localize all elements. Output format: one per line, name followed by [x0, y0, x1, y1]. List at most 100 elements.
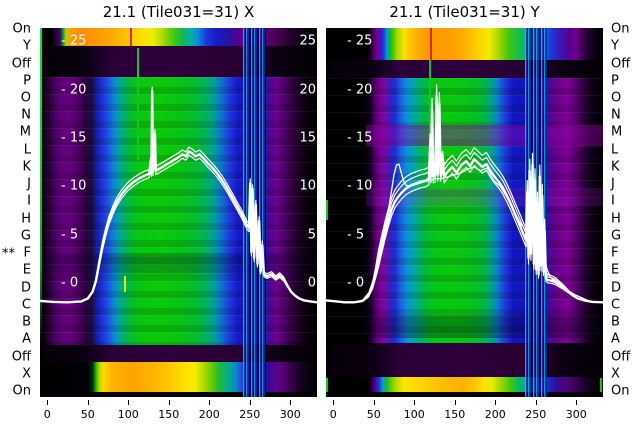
- x-tick-mark: [209, 400, 211, 405]
- y-tick-label-left: - 15: [347, 130, 373, 146]
- y-tick-label-right: 0: [307, 275, 316, 291]
- heatmap-main-region: [326, 78, 603, 343]
- row-label-left-2-off: Off: [11, 56, 31, 71]
- row-label-right-17-b: B: [611, 314, 620, 330]
- row-label-left-1-y: Y: [23, 38, 31, 54]
- green-edge-dash: [326, 378, 328, 392]
- row-label-left-8-k: K: [22, 159, 31, 175]
- y-tick-label-right: 10: [299, 178, 316, 194]
- beam-profile-x-echo-0: [40, 86, 317, 303]
- x-tick-mark: [249, 400, 251, 405]
- row-label-left-18-a: A: [22, 331, 31, 347]
- x-tick-mark: [47, 400, 49, 405]
- row-label-left-12-g: G: [20, 228, 31, 244]
- row-label-right-14-e: E: [611, 262, 620, 278]
- x-tick-mark: [535, 400, 537, 405]
- row-label-right-20-x: X: [611, 366, 620, 382]
- y-tick-label-left: - 20: [347, 82, 373, 98]
- y-tick-label-left: - 5: [347, 227, 365, 243]
- profile-curves-x: [40, 86, 317, 304]
- row-label-right-11-h: H: [611, 211, 621, 227]
- yellow-vdash: [124, 276, 126, 292]
- panel-x-title: 21.1 (Tile031=31) X: [102, 3, 255, 21]
- green-edge-line: [40, 28, 42, 346]
- x-tick-label: 300: [565, 408, 587, 421]
- y-tick-label-left: - 25: [61, 33, 87, 49]
- row-label-left-20-x: X: [22, 366, 31, 382]
- x-tick-label: 300: [279, 408, 301, 421]
- row-label-right-4-o: O: [611, 90, 622, 106]
- row-label-left-11-h: H: [21, 211, 31, 227]
- green-vline: [429, 60, 431, 178]
- heatmap-top-band: [326, 28, 603, 60]
- profile-curves-y: [326, 84, 603, 304]
- x-tick-mark: [454, 400, 456, 405]
- x-tick-mark: [290, 400, 292, 405]
- y-tick-label-left: - 20: [61, 82, 87, 98]
- x-tick-label: 50: [366, 408, 381, 421]
- x-tick-mark: [168, 400, 170, 405]
- row-label-left-13-f: F: [23, 245, 31, 261]
- row-label-right-3-p: P: [611, 73, 619, 89]
- x-tick-label: 0: [329, 408, 337, 421]
- x-tick-label: 100: [403, 408, 425, 421]
- row-label-right-13-f: F: [611, 245, 619, 261]
- y-tick-label-left: - 15: [61, 130, 87, 146]
- beam-profile-y-echo-0: [326, 88, 603, 303]
- row-label-right-7-l: L: [611, 142, 619, 158]
- beam-profile-y-trace2: [361, 163, 589, 302]
- row-label-right-5-n: N: [611, 107, 621, 123]
- y-tick-label-right: 5: [307, 227, 316, 243]
- heatmap-panel-y: - 25 - 20 - 15 - 10 - 5 - 0: [326, 28, 603, 397]
- row-label-right-6-m: M: [611, 124, 623, 140]
- y-tick-label-left: - 5: [61, 227, 79, 243]
- heatmap-off-gap-top: [40, 46, 317, 77]
- x-tick-label: 250: [525, 408, 547, 421]
- red-vline: [130, 28, 132, 46]
- x-tick-label: 200: [198, 408, 220, 421]
- x-tick-mark: [373, 400, 375, 405]
- row-label-left-15-d: D: [20, 280, 31, 296]
- x-tick-mark: [128, 400, 130, 405]
- row-label-left-19-off: Off: [11, 349, 31, 365]
- heatmap-panel-x: - 25 25 - 20 20 - 15 15 - 10 10 - 5 5 - 0 0: [40, 28, 317, 397]
- row-label-left-4-o: O: [20, 90, 31, 106]
- row-label-left-3-p: P: [23, 73, 31, 89]
- row-label-right-19-off: Off: [611, 349, 631, 365]
- row-label-left-17-b: B: [22, 314, 31, 330]
- beam-profile-x: [40, 90, 317, 304]
- row-label-right-21-on: On: [611, 383, 630, 399]
- beam-profile-x-echo-1: [40, 94, 317, 303]
- row-label-right-12-g: G: [611, 228, 622, 244]
- star-marker: **: [2, 246, 15, 262]
- x-tick-label: 150: [444, 408, 466, 421]
- heatmap-bottom-edge: [326, 392, 603, 397]
- row-label-left-7-l: L: [23, 142, 31, 158]
- y-tick-label-left: - 0: [61, 275, 79, 291]
- row-banding-overlay: [326, 78, 603, 343]
- green-edge-dash: [600, 378, 602, 392]
- row-label-left-10-i: I: [27, 193, 31, 209]
- green-vline: [137, 48, 139, 160]
- x-tick-label: 0: [43, 408, 51, 421]
- heatmap-bottom-band: [40, 362, 317, 392]
- row-label-right-18-a: A: [611, 331, 620, 347]
- y-tick-label-left: - 10: [347, 178, 373, 194]
- y-tick-label-left: - 25: [347, 33, 373, 49]
- x-tick-label: 200: [484, 408, 506, 421]
- row-label-right-16-c: C: [611, 297, 621, 313]
- row-label-left-5-n: N: [21, 107, 31, 123]
- y-tick-label-left: - 10: [61, 178, 87, 194]
- red-vline: [430, 28, 432, 60]
- heatmap-off-gap-bottom: [326, 343, 603, 377]
- x-tick-mark: [333, 400, 335, 405]
- row-label-left-21-on: On: [12, 383, 31, 399]
- row-label-left-6-m: M: [19, 124, 31, 140]
- row-label-right-1-y: Y: [611, 38, 619, 54]
- x-tick-label: 50: [80, 408, 95, 421]
- row-label-right-9-j: J: [611, 176, 615, 192]
- beam-profile-y: [326, 95, 603, 304]
- row-label-right-15-d: D: [611, 280, 622, 296]
- row-label-right-0-on: On: [611, 21, 630, 37]
- x-tick-label: 150: [158, 408, 180, 421]
